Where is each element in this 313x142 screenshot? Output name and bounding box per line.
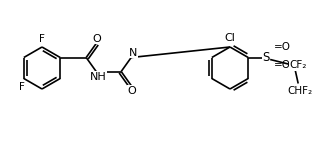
Text: S: S <box>263 51 270 64</box>
Text: O: O <box>93 34 101 43</box>
Text: F: F <box>19 82 25 91</box>
Text: CF₂: CF₂ <box>290 60 307 70</box>
Text: =O: =O <box>274 60 291 70</box>
Text: CHF₂: CHF₂ <box>288 86 313 97</box>
Text: Cl: Cl <box>224 33 235 43</box>
Text: F: F <box>39 34 45 44</box>
Text: =O: =O <box>274 42 291 53</box>
Text: O: O <box>128 85 136 96</box>
Text: NH: NH <box>90 72 106 82</box>
Text: N: N <box>129 48 137 58</box>
